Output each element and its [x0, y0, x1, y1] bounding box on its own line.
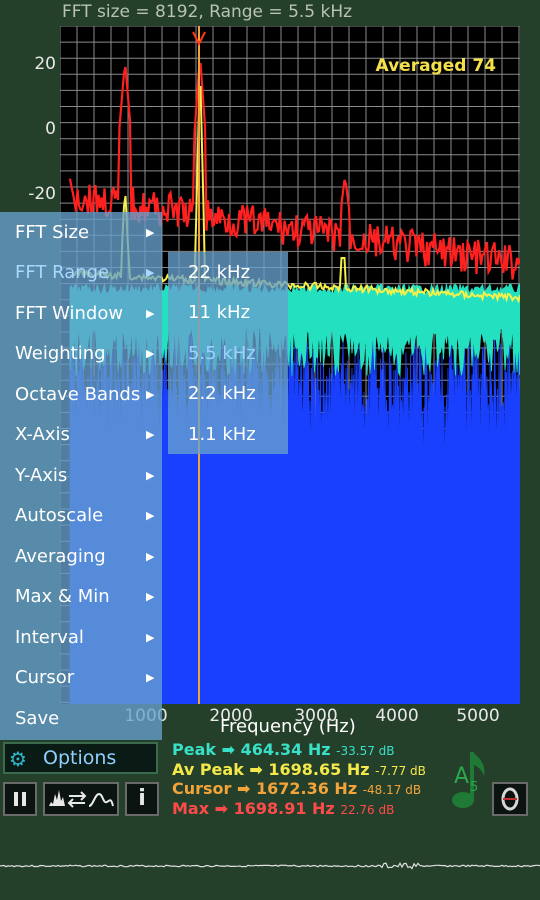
menu-item-fft-range[interactable]: FFT Range ▶	[0, 253, 162, 293]
range-option-1-1khz[interactable]: 1.1 kHz	[168, 415, 288, 455]
menu-item-cursor[interactable]: Cursor ▶	[0, 658, 162, 698]
peak-db: -33.57 dB	[336, 744, 395, 758]
spectrum-toggle-button[interactable]	[43, 782, 119, 816]
max-readout: Max ➡ 1698.91 Hz 22.76 dB	[172, 799, 394, 818]
note-name: A	[454, 764, 470, 789]
peak-readout: Peak ➡ 464.34 Hz -33.57 dB	[172, 740, 395, 759]
note-octave: 5	[470, 780, 479, 795]
submenu-arrow-icon: ▶	[146, 266, 155, 279]
menu-item-x-axis[interactable]: X-Axis ▶	[0, 415, 162, 455]
menu-item-label: Y-Axis	[15, 465, 68, 486]
menu-item-label: Cursor	[15, 667, 75, 688]
cursor-value: Cursor ➡ 1672.36 Hz	[172, 779, 358, 798]
x-axis-label: Frequency (Hz)	[220, 716, 356, 737]
cursor-readout: Cursor ➡ 1672.36 Hz -48.17 dB	[172, 779, 421, 798]
menu-item-fft-window[interactable]: FFT Window ▶	[0, 294, 162, 334]
x-tick-label: 5000	[456, 706, 500, 726]
range-option-2-2khz[interactable]: 2.2 kHz	[168, 374, 288, 414]
menu-item-label: Interval	[15, 627, 84, 648]
options-button[interactable]: ⚙ Options	[3, 742, 158, 774]
menu-item-averaging[interactable]: Averaging ▶	[0, 537, 162, 577]
x-tick-label: 2000	[209, 706, 253, 726]
gear-icon: ⚙	[9, 747, 27, 771]
av-peak-readout: Av Peak ➡ 1698.65 Hz -7.77 dB	[172, 760, 426, 779]
music-note-icon	[452, 752, 485, 808]
max-marker-icon	[192, 31, 206, 47]
peak-value: Peak ➡ 464.34 Hz	[172, 740, 331, 759]
range-option-label: 1.1 kHz	[188, 424, 256, 445]
y-tick-label: 20	[34, 54, 56, 74]
averaged-count: Averaged 74	[375, 56, 496, 76]
submenu-arrow-icon: ▶	[146, 428, 155, 441]
menu-item-autoscale[interactable]: Autoscale ▶	[0, 496, 162, 536]
app-logo-icon	[501, 787, 519, 811]
app-logo-button[interactable]	[492, 782, 528, 816]
submenu-arrow-icon: ▶	[146, 509, 155, 522]
menu-item-label: FFT Size	[15, 222, 90, 243]
cursor-db: -48.17 dB	[362, 783, 422, 797]
range-option-label: 5.5 kHz	[188, 343, 256, 364]
spectrum-toggle-icon	[49, 790, 114, 808]
av-peak-value: Av Peak ➡ 1698.65 Hz	[172, 760, 370, 779]
menu-item-label: FFT Window	[15, 303, 124, 324]
menu-item-label: FFT Range	[15, 262, 110, 283]
range-option-label: 22 kHz	[188, 262, 251, 283]
pause-button[interactable]	[3, 782, 37, 816]
range-option-22khz[interactable]: 22 kHz	[168, 253, 288, 293]
menu-item-label: Octave Bands	[15, 384, 141, 405]
submenu-arrow-icon: ▶	[146, 631, 155, 644]
menu-item-save[interactable]: Save	[0, 699, 162, 739]
x-tick-label: 3000	[294, 706, 338, 726]
submenu-arrow-icon: ▶	[146, 347, 155, 360]
fft-range-submenu: 22 kHz 11 kHz 5.5 kHz 2.2 kHz 1.1 kHz	[168, 252, 288, 454]
waveform-strip	[0, 861, 540, 870]
options-menu: FFT Size ▶ FFT Range ▶ FFT Window ▶ Weighti…	[0, 212, 162, 740]
menu-item-interval[interactable]: Interval ▶	[0, 618, 162, 658]
menu-item-fft-size[interactable]: FFT Size ▶	[0, 213, 162, 253]
menu-item-label: Max & Min	[15, 586, 110, 607]
y-tick-label: -20	[28, 184, 56, 204]
range-option-11khz[interactable]: 11 kHz	[168, 293, 288, 333]
submenu-arrow-icon: ▶	[146, 307, 155, 320]
info-button[interactable]: i	[125, 782, 159, 816]
menu-item-label: X-Axis	[15, 424, 70, 445]
av-peak-db: -7.77 dB	[375, 764, 426, 778]
menu-item-label: Autoscale	[15, 505, 104, 526]
submenu-arrow-icon: ▶	[146, 226, 155, 239]
menu-item-weighting[interactable]: Weighting ▶	[0, 334, 162, 374]
menu-item-y-axis[interactable]: Y-Axis ▶	[0, 456, 162, 496]
max-db: 22.76 dB	[340, 803, 395, 817]
x-tick-label: 4000	[375, 706, 419, 726]
options-label: Options	[43, 747, 117, 769]
max-value: Max ➡ 1698.91 Hz	[172, 799, 335, 818]
submenu-arrow-icon: ▶	[146, 469, 155, 482]
menu-item-label: Save	[15, 708, 60, 729]
menu-item-max-min[interactable]: Max & Min ▶	[0, 577, 162, 617]
menu-item-octave-bands[interactable]: Octave Bands ▶	[0, 375, 162, 415]
submenu-arrow-icon: ▶	[146, 590, 155, 603]
y-tick-label: 0	[45, 119, 56, 139]
pause-icon	[14, 792, 26, 806]
range-option-label: 11 kHz	[188, 302, 251, 323]
submenu-arrow-icon: ▶	[146, 388, 155, 401]
submenu-arrow-icon: ▶	[146, 671, 155, 684]
range-option-5-5khz[interactable]: 5.5 kHz	[168, 334, 288, 374]
info-icon: i	[138, 786, 146, 811]
submenu-arrow-icon: ▶	[146, 550, 155, 563]
range-option-label: 2.2 kHz	[188, 383, 256, 404]
menu-item-label: Weighting	[15, 343, 106, 364]
fft-info-header: FFT size = 8192, Range = 5.5 kHz	[62, 2, 353, 22]
menu-item-label: Averaging	[15, 546, 106, 567]
